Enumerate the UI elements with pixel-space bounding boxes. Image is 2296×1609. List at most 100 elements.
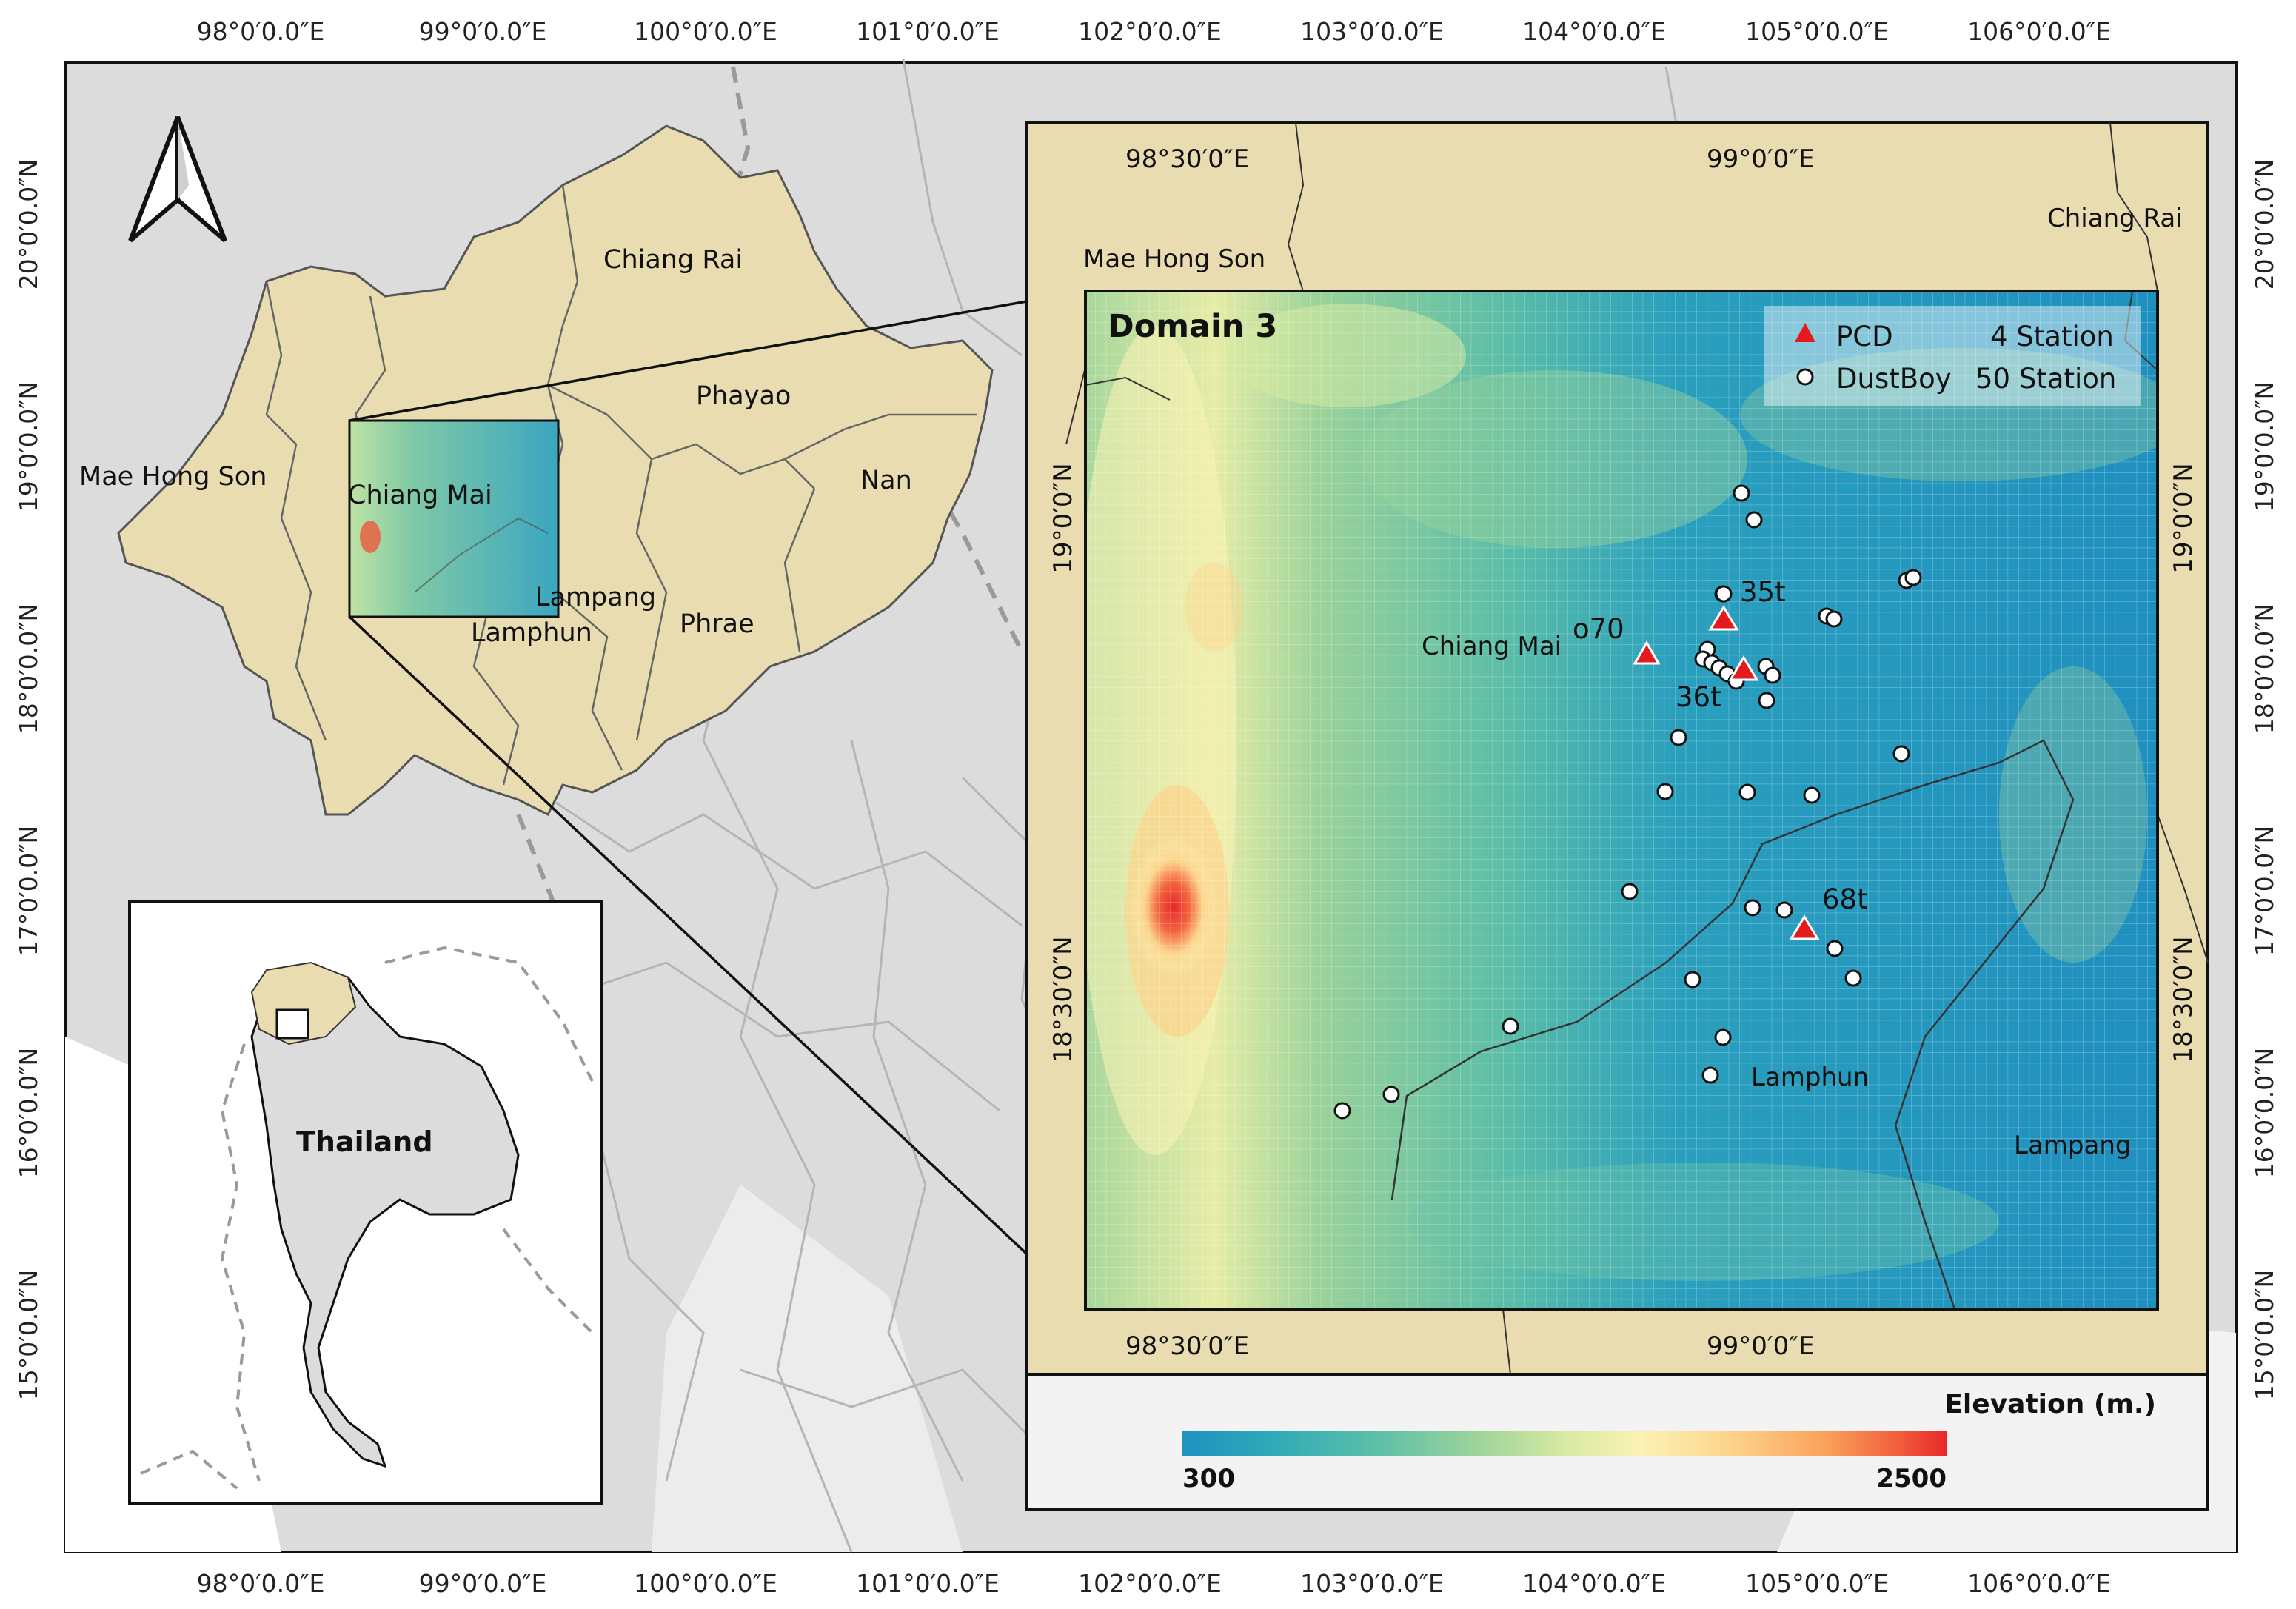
- y-tick-right: 20°0′0.0″N: [2250, 159, 2279, 290]
- outer-y-ticks-right: 20°0′0.0″N 19°0′0.0″N 18°0′0.0″N 17°0′0.…: [2250, 159, 2279, 1400]
- domain-label-lampang: Lampang: [2014, 1131, 2131, 1160]
- colorbar-min: 300: [1182, 1464, 1235, 1493]
- dustboy-station: [1382, 1086, 1400, 1103]
- label-lampang: Lampang: [535, 583, 656, 612]
- x-tick-bottom: 100°0′0.0″E: [634, 1569, 777, 1598]
- dustboy-station: [1844, 969, 1862, 987]
- elevation-colorbar: Elevation (m.) 300 2500: [1025, 1373, 2209, 1511]
- domain-label-mae-hong-son: Mae Hong Son: [1083, 244, 1265, 274]
- elevation-raster: [1085, 291, 2158, 1309]
- y-tick-left: 15°0′0.0″N: [14, 1270, 43, 1400]
- colorbar-max: 2500: [1876, 1464, 1947, 1493]
- x-tick-top: 105°0′0.0″E: [1745, 17, 1889, 46]
- y-tick-left: 20°0′0.0″N: [14, 159, 43, 290]
- thailand-inset: Thailand: [128, 900, 603, 1505]
- dustboy-station: [1670, 729, 1687, 746]
- y-tick-left: 17°0′0.0″N: [14, 826, 43, 956]
- dustboy-legend-icon: [1796, 368, 1814, 386]
- station-label-o70: o70: [1573, 613, 1624, 645]
- pcd-station: [1708, 605, 1739, 631]
- domain-left-lat-1: 19°0′0″N: [1048, 463, 1078, 573]
- x-tick-top: 102°0′0.0″E: [1078, 17, 1222, 46]
- label-mae-hong-son: Mae Hong Son: [79, 462, 267, 492]
- dustboy-station: [1715, 585, 1733, 603]
- x-tick-top: 103°0′0.0″E: [1300, 17, 1444, 46]
- x-tick-bottom: 102°0′0.0″E: [1078, 1569, 1222, 1598]
- dustboy-station: [1621, 883, 1639, 900]
- x-tick-bottom: 99°0′0.0″E: [419, 1569, 547, 1598]
- x-tick-top: 98°0′0.0″E: [197, 17, 325, 46]
- domain-left-lat-2: 18°30′0″N: [1048, 936, 1078, 1063]
- dustboy-station: [1904, 569, 1922, 586]
- x-tick-top: 99°0′0.0″E: [419, 17, 547, 46]
- x-tick-bottom: 105°0′0.0″E: [1745, 1569, 1889, 1598]
- y-tick-left: 19°0′0.0″N: [14, 381, 43, 512]
- domain-bottom-lon-1: 98°30′0″E: [1125, 1331, 1249, 1361]
- label-thailand: Thailand: [296, 1125, 433, 1158]
- y-tick-right: 17°0′0.0″N: [2250, 826, 2279, 956]
- y-tick-left: 16°0′0.0″N: [14, 1048, 43, 1178]
- dustboy-station: [1758, 692, 1775, 709]
- dustboy-station: [1826, 940, 1844, 957]
- label-lamphun: Lamphun: [471, 618, 592, 648]
- legend-pcd-count: 4 Station: [1990, 321, 2114, 352]
- domain-bottom-lon-2: 99°0′0″E: [1707, 1331, 1814, 1361]
- domain-label-chiang-rai: Chiang Rai: [2047, 204, 2183, 233]
- dustboy-station: [1656, 783, 1674, 800]
- y-tick-left: 18°0′0.0″N: [14, 603, 43, 734]
- x-tick-top: 104°0′0.0″E: [1522, 17, 1666, 46]
- domain3-panel: Domain 3 PCD 4 Station DustBoy 50 Statio…: [1025, 121, 2209, 1376]
- dustboy-station: [1733, 484, 1750, 502]
- station-label-35t: 35t: [1740, 576, 1786, 608]
- label-phrae: Phrae: [680, 609, 754, 639]
- colorbar-title: Elevation (m.): [1944, 1389, 2156, 1419]
- outer-x-ticks-bottom: 98°0′0.0″E 99°0′0.0″E 100°0′0.0″E 101°0′…: [197, 1569, 2111, 1598]
- pcd-station: [1789, 914, 1820, 940]
- legend-dustboy-count: 50 Station: [1975, 363, 2116, 395]
- y-tick-right: 18°0′0.0″N: [2250, 603, 2279, 734]
- x-tick-bottom: 103°0′0.0″E: [1300, 1569, 1444, 1598]
- colorbar-ramp: [1182, 1431, 1947, 1456]
- dustboy-station: [1502, 1017, 1519, 1035]
- legend-pcd-label: PCD: [1836, 321, 1893, 352]
- x-tick-top: 106°0′0.0″E: [1967, 17, 2111, 46]
- outer-x-ticks-top: 98°0′0.0″E 99°0′0.0″E 100°0′0.0″E 101°0′…: [197, 17, 2111, 46]
- x-tick-bottom: 104°0′0.0″E: [1522, 1569, 1666, 1598]
- label-phayao: Phayao: [696, 381, 791, 411]
- outer-y-ticks-left: 20°0′0.0″N 19°0′0.0″N 18°0′0.0″N 17°0′0.…: [14, 159, 43, 1400]
- pcd-station: [1633, 640, 1661, 665]
- study-area-box: [275, 1008, 309, 1040]
- label-chiang-rai: Chiang Rai: [603, 245, 743, 275]
- dustboy-station: [1775, 901, 1793, 919]
- pcd-station: [1728, 655, 1759, 681]
- dustboy-station: [1714, 1028, 1732, 1046]
- dustboy-station: [1825, 610, 1843, 628]
- y-tick-right: 15°0′0.0″N: [2250, 1270, 2279, 1400]
- connector-line-bottom: [348, 615, 1087, 1311]
- label-chiang-mai: Chiang Mai: [348, 481, 492, 510]
- x-tick-top: 100°0′0.0″E: [634, 17, 777, 46]
- pcd-stations: [1633, 605, 1820, 940]
- domain-top-lon-1: 98°30′0″E: [1125, 144, 1249, 174]
- dustboy-station: [1684, 971, 1701, 989]
- dustboy-station: [1744, 899, 1761, 917]
- x-tick-bottom: 101°0′0.0″E: [856, 1569, 1000, 1598]
- dustboy-station: [1701, 1066, 1719, 1084]
- x-tick-bottom: 106°0′0.0″E: [1967, 1569, 2111, 1598]
- dustboy-station: [1764, 666, 1781, 684]
- domain-right-lat-2: 18°30′0″N: [2169, 936, 2198, 1063]
- mini-domain-preview: [348, 419, 560, 618]
- station-label-68t: 68t: [1822, 883, 1868, 915]
- north-arrow-icon: [128, 116, 227, 243]
- label-nan: Nan: [860, 466, 912, 495]
- x-tick-top: 101°0′0.0″E: [856, 17, 1000, 46]
- station-label-36t: 36t: [1676, 681, 1721, 713]
- domain-title: Domain 3: [1108, 308, 1277, 345]
- x-tick-bottom: 98°0′0.0″E: [197, 1569, 325, 1598]
- y-tick-right: 16°0′0.0″N: [2250, 1048, 2279, 1178]
- dustboy-station: [1333, 1102, 1351, 1120]
- dustboy-station: [1803, 786, 1821, 804]
- y-tick-right: 19°0′0.0″N: [2250, 381, 2279, 512]
- domain-top-lon-2: 99°0′0″E: [1707, 144, 1814, 174]
- domain-right-lat-1: 19°0′0″N: [2169, 463, 2198, 573]
